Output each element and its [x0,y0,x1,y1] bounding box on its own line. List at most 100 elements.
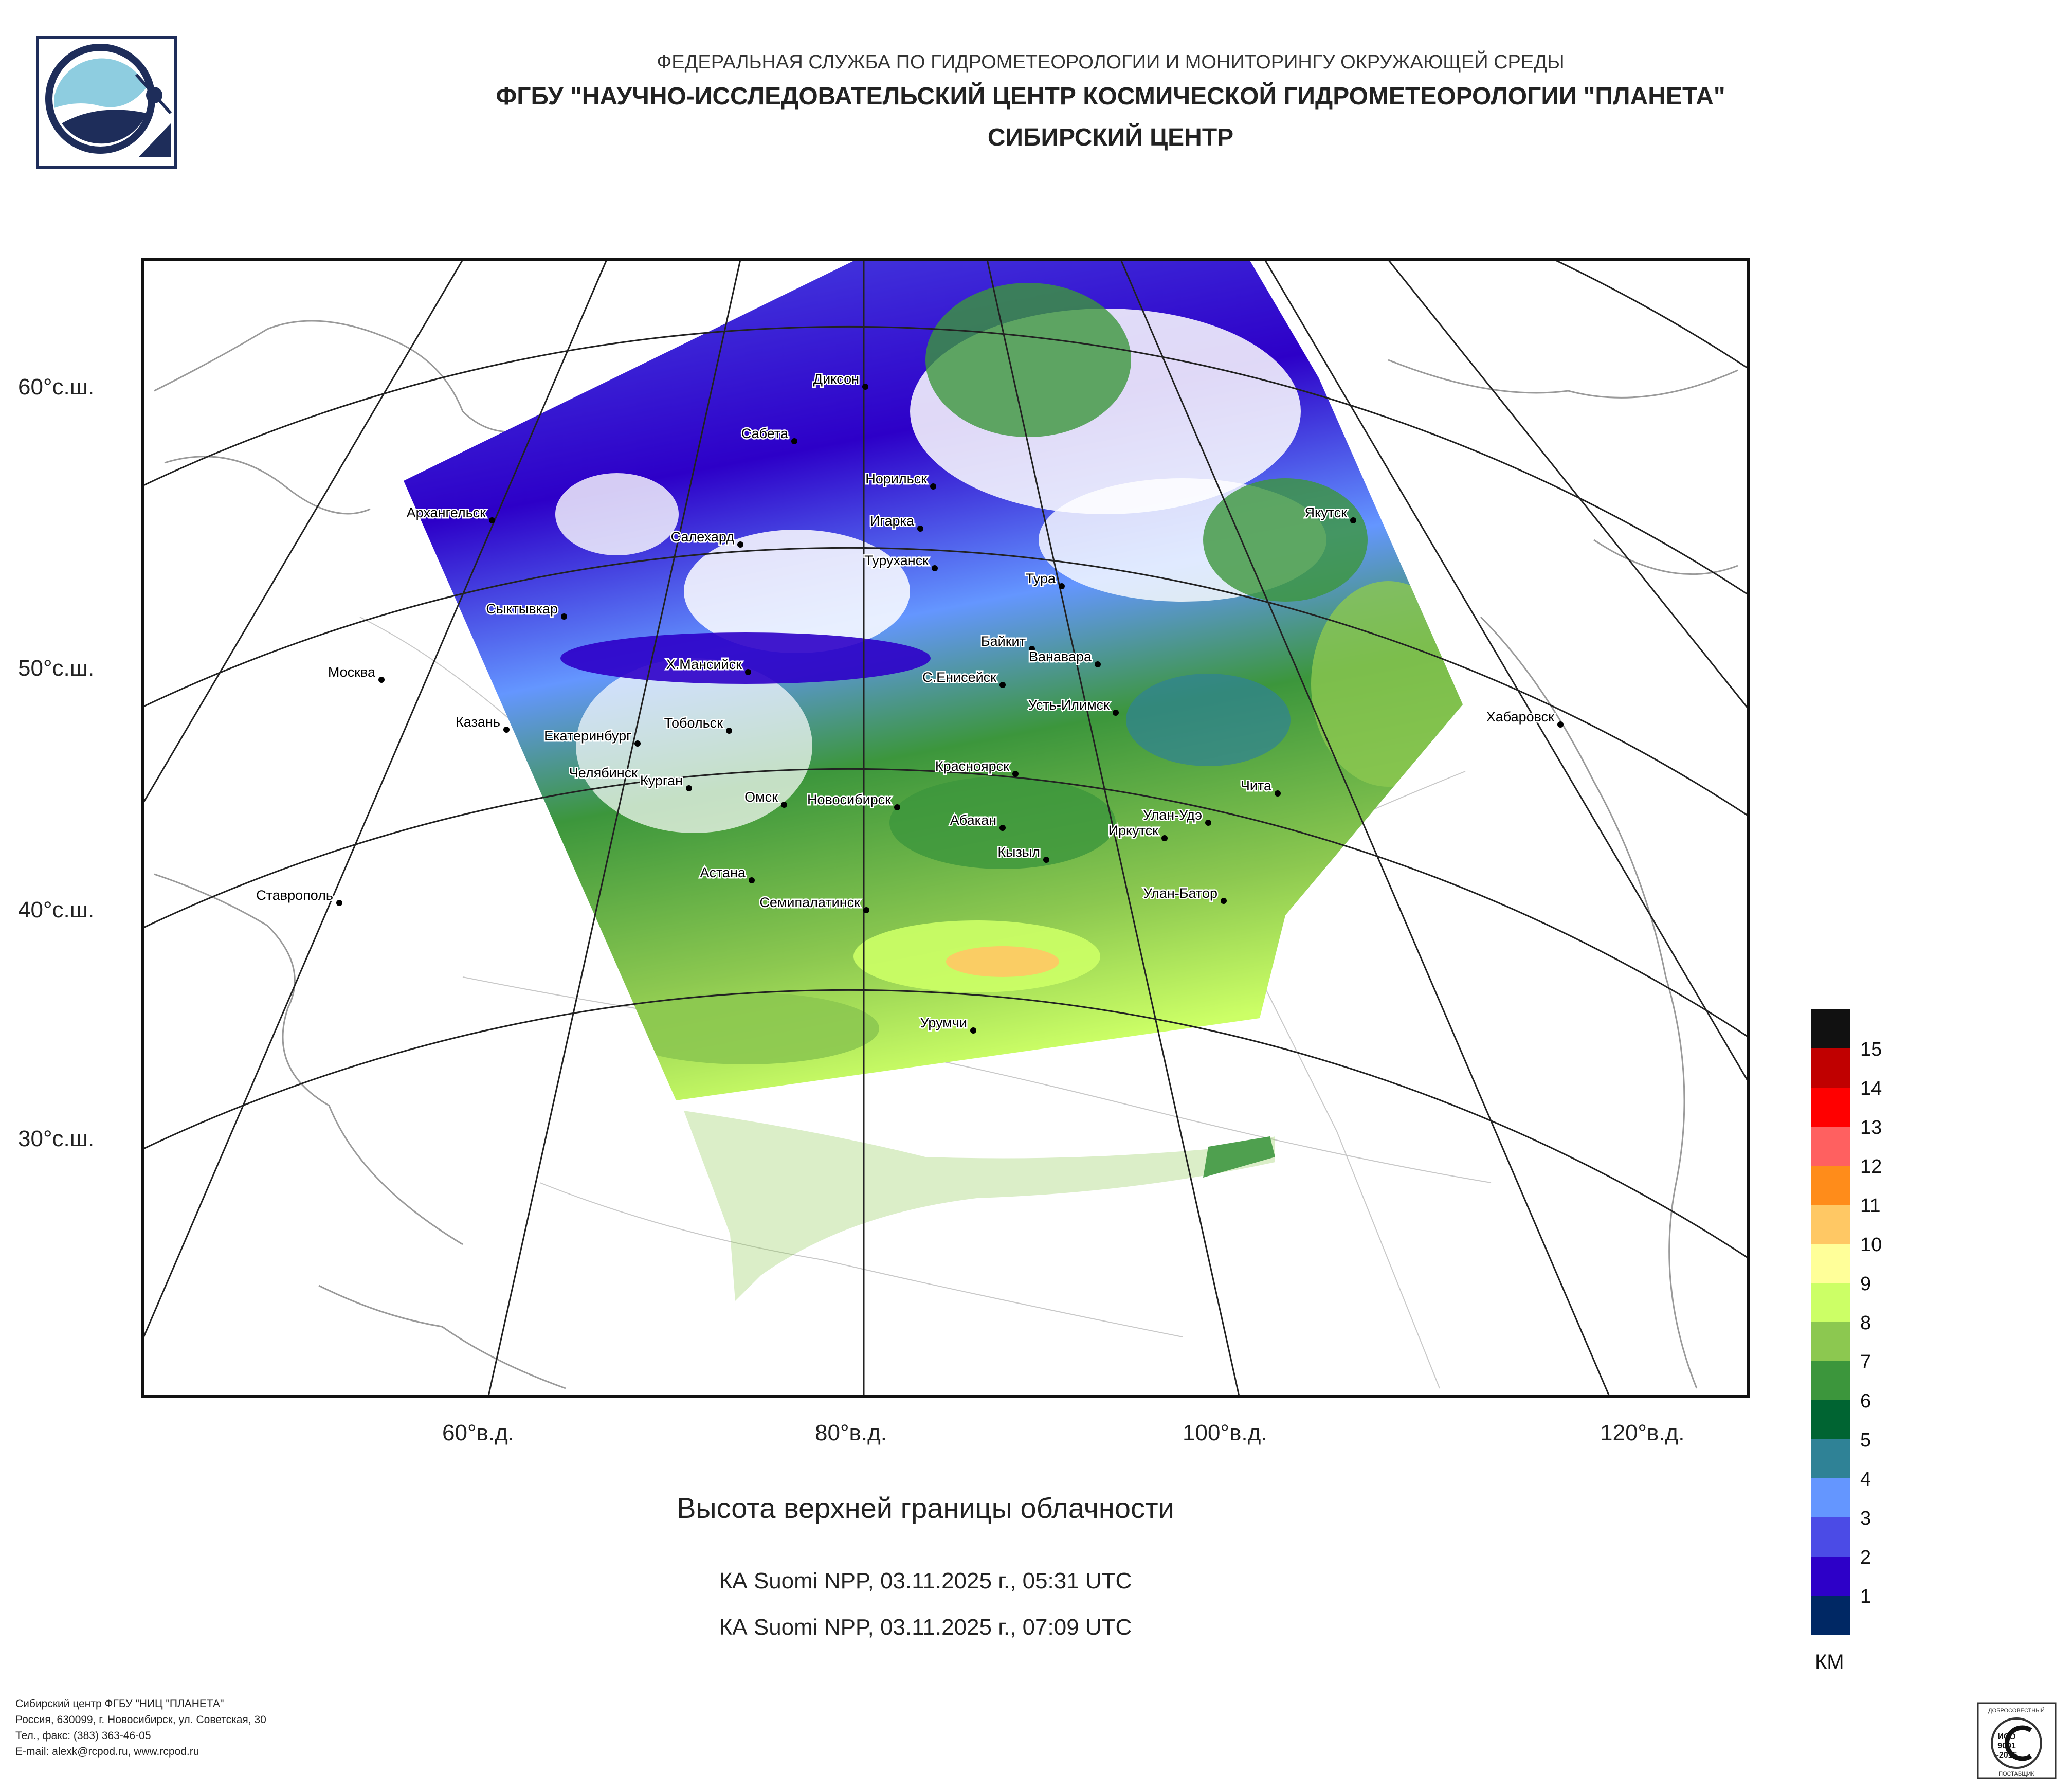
legend-label: 1 [1860,1586,1871,1607]
lat-label-60: 60°с.ш. [18,374,95,400]
city-label: Усть-Илимск [1028,697,1110,713]
city-label: Норильск [865,471,927,486]
map-title: Высота верхней границы облачности [677,1492,1174,1524]
city-dot [1043,857,1049,863]
city-dot [917,526,923,532]
city-dot [1095,661,1101,667]
lon-label-100: 100°в.д. [1183,1420,1267,1445]
city-label: Екатеринбург [544,728,631,744]
cloud-swath [404,260,1463,1100]
legend-color-cell [1811,1088,1850,1127]
city-label: Улан-Батор [1143,885,1217,901]
lon-label-120: 120°в.д. [1600,1420,1685,1445]
iso-certification-icon: ДОБРОСОВЕСТНЫЙ ИСО 9001 -2015 ПОСТАВЩИК [1977,1702,2057,1779]
legend-color-cell [1811,1244,1850,1283]
city-dot [781,802,787,808]
footer-contact: Сибирский центр ФГБУ "НИЦ "ПЛАНЕТА" Росс… [15,1696,266,1760]
legend-label: 15 [1860,1039,1882,1060]
footer-org: Сибирский центр ФГБУ "НИЦ "ПЛАНЕТА" [15,1698,224,1710]
city-label: Москва [328,664,376,680]
city-dot [894,804,900,810]
footer-phone: Тел., факс: (383) 363-46-05 [15,1730,151,1742]
legend-label: 13 [1860,1117,1882,1138]
city-dot [862,384,868,390]
pass-1-label: КА Suomi NPP, 03.11.2025 г., 05:31 UTC [719,1568,1132,1594]
city-label: Х.Мансийск [666,657,742,672]
legend-color-cell [1811,1205,1850,1244]
city-dot [1029,646,1035,652]
lat-label-40: 40°с.ш. [18,897,95,922]
city-dot [1350,517,1356,523]
city-label: Диксон [813,371,859,387]
city-dot [634,740,641,747]
legend-label: 6 [1860,1390,1871,1412]
city-label: Кызыл [997,844,1040,860]
legend-unit: КМ [1815,1651,1844,1673]
legend-label: 12 [1860,1156,1882,1178]
city-dot [863,907,869,913]
city-label: Омск [744,789,778,805]
city-dot [1275,790,1281,797]
city-dot [336,900,342,906]
city-dot [970,1027,976,1034]
city-label: Астана [700,865,746,880]
city-label: Ванавара [1029,649,1092,664]
legend-label: 7 [1860,1351,1871,1373]
city-dot [1557,721,1564,728]
city-label: Абакан [950,812,996,828]
city-label: Салехард [671,529,735,545]
city-dot [749,877,755,883]
city-dot [1205,820,1211,826]
city-label: Тобольск [664,715,723,731]
pass-2-label: КА Suomi NPP, 03.11.2025 г., 07:09 UTC [719,1615,1132,1640]
cert-top-text: ДОБРОСОВЕСТНЫЙ [1988,1707,2045,1714]
legend-color-cell [1811,1517,1850,1557]
city-dot [686,785,692,791]
city-label: Игарка [870,513,915,529]
city-dot [999,682,1006,688]
institute-name: ФГБУ "НАУЧНО-ИССЛЕДОВАТЕЛЬСКИЙ ЦЕНТР КОС… [496,83,1725,110]
city-label: Сыктывкар [486,601,558,617]
city-label: Тура [1026,571,1056,586]
legend-label: 2 [1860,1547,1871,1568]
city-dot [1059,583,1065,589]
city-label: Урумчи [920,1015,967,1030]
legend-color-cell [1811,1283,1850,1322]
lat-label-30: 30°с.ш. [18,1126,95,1151]
legend-color-cell [1811,1439,1850,1478]
legend-label: 5 [1860,1430,1871,1451]
cert-bottom-text: ПОСТАВЩИК [1998,1771,2034,1777]
lon-label-60: 60°в.д. [442,1420,515,1445]
city-label: Ставрополь [256,888,333,903]
city-dot [1221,898,1227,904]
city-label: Новосибирск [807,792,891,807]
legend-color-cell [1811,1127,1850,1166]
legend-label: 4 [1860,1469,1871,1490]
city-label: Туруханск [864,553,929,568]
legend-color-cell [1811,1361,1850,1400]
city-dot [378,677,385,683]
city-dot [726,728,732,734]
city-label: Сабета [741,426,789,441]
city-label: Казань [456,714,500,730]
planeta-logo-icon [36,36,177,169]
city-dot [561,613,567,620]
city-dot [489,517,495,523]
city-dot [999,825,1006,831]
city-dot [791,438,797,444]
city-label: Красноярск [935,758,1009,774]
graticule [142,260,1748,1396]
legend-color-cell [1811,1557,1850,1596]
cloud-top-height-map: Диксон Сабета Норильск Архангельск Игарка Сал… [141,258,1750,1398]
city-label: Курган [640,773,683,788]
city-label: Челябинск [569,765,638,781]
legend-label: 10 [1860,1234,1882,1256]
city-label: Иркутск [1108,823,1159,838]
city-label: Хабаровск [1486,709,1554,725]
legend-color-cell [1811,1400,1850,1439]
city-label: С.Енисейск [922,670,996,685]
legend-label: 3 [1860,1508,1871,1529]
legend-label: 14 [1860,1078,1882,1099]
city-markers: Диксон Сабета Норильск Архангельск Игарка Сал… [255,370,1564,1034]
city-label: Семипалатинск [759,895,860,910]
